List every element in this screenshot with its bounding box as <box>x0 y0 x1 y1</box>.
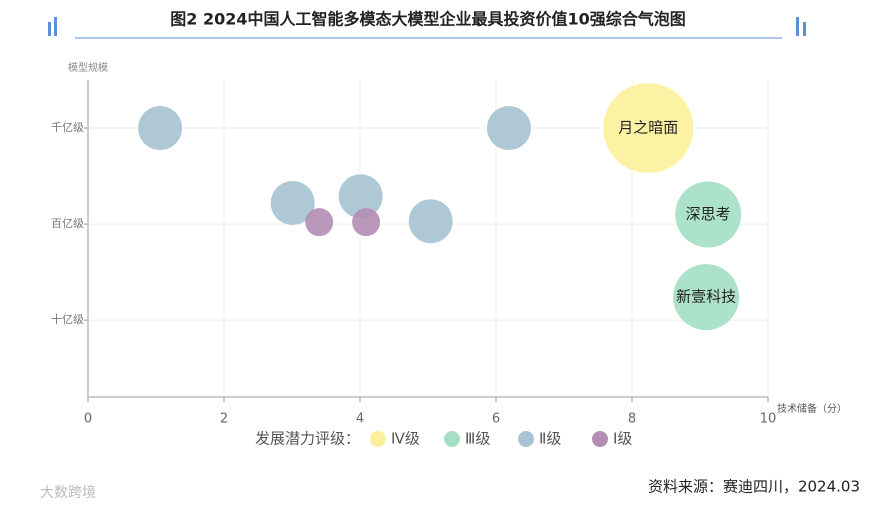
x-tick-label: 0 <box>84 412 92 427</box>
y-tick-label: 千亿级 <box>51 121 84 134</box>
chart-title: 图2 2024中国人工智能多模态大模型企业最具投资价值10强综合气泡图 <box>170 10 686 29</box>
bubble <box>338 174 383 219</box>
legend-marker <box>444 431 460 447</box>
bubble <box>675 181 742 248</box>
bubble-label: 月之暗面 <box>618 119 678 137</box>
title-decoration <box>48 22 51 36</box>
legend-title: 发展潜力评级： <box>255 430 360 448</box>
y-axis-label: 模型规模 <box>68 61 108 74</box>
bubble <box>305 208 334 237</box>
x-axis-label: 技术储备（分） <box>777 402 847 415</box>
title-decoration <box>54 17 57 36</box>
legend-label: Ⅳ级 <box>391 430 420 448</box>
x-tick-label: 2 <box>220 412 228 427</box>
source: 资料来源：赛迪四川，2024.03 <box>648 478 860 496</box>
legend-marker <box>518 431 534 447</box>
y-tick-label: 百亿级 <box>51 217 84 230</box>
bubble-label: 新壹科技 <box>676 288 736 306</box>
bubble <box>138 106 183 151</box>
logo: 大数跨境 <box>40 485 96 501</box>
bubble <box>486 106 531 151</box>
bubble <box>673 264 740 331</box>
x-tick-label: 4 <box>356 412 364 427</box>
bubble <box>603 83 694 174</box>
legend-label: Ⅰ级 <box>613 430 632 448</box>
bubble <box>352 208 381 237</box>
legend-label: Ⅱ级 <box>539 430 561 448</box>
bubble <box>408 199 453 244</box>
x-tick-label: 6 <box>492 412 500 427</box>
bubble <box>270 180 315 225</box>
x-tick-label: 10 <box>760 412 777 427</box>
y-tick-label: 十亿级 <box>51 312 84 326</box>
legend-marker <box>370 431 386 447</box>
legend-label: Ⅲ级 <box>465 430 490 448</box>
title-decoration <box>803 22 806 36</box>
bubble-label: 深思考 <box>686 205 731 223</box>
title-decoration <box>796 17 799 36</box>
legend-marker <box>592 431 608 447</box>
x-tick-label: 8 <box>628 412 636 427</box>
